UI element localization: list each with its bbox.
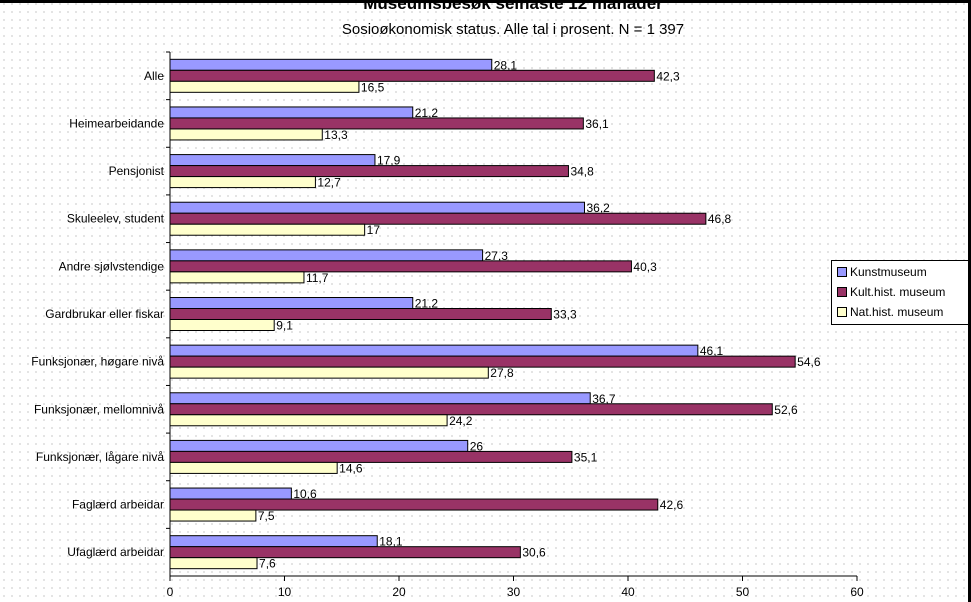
bar (169, 439, 469, 452)
x-tick-label: 0 (167, 585, 174, 599)
data-label: 21,2 (415, 297, 439, 311)
window-border (0, 0, 971, 3)
data-label: 9,1 (276, 319, 293, 333)
legend-label: Kunstmuseum (850, 265, 927, 279)
bar (169, 58, 493, 71)
data-label: 24,2 (449, 414, 473, 428)
bar (169, 509, 257, 522)
legend-item: Nat.hist. museum (837, 304, 943, 320)
legend-item: Kunstmuseum (837, 264, 927, 280)
data-label: 10,6 (293, 487, 317, 501)
legend: Kunstmuseum Kult.hist. museum Nat.hist. … (831, 260, 968, 325)
data-label: 46,1 (700, 344, 724, 358)
data-label: 52,6 (774, 403, 798, 417)
bar (169, 461, 338, 474)
bar (169, 201, 585, 214)
data-label: 28,1 (494, 58, 518, 72)
data-label: 26 (470, 439, 484, 453)
data-label: 36,1 (585, 117, 609, 131)
bar (169, 535, 378, 548)
bar (169, 392, 591, 405)
data-label: 17,9 (377, 154, 401, 168)
bar (169, 69, 655, 82)
category-label: Ufaglærd arbeidar (67, 545, 164, 559)
data-label: 27,8 (490, 366, 514, 380)
bar (169, 249, 484, 262)
bar (169, 212, 707, 225)
data-label: 42,6 (660, 498, 684, 512)
data-label: 42,3 (656, 69, 680, 83)
data-label: 30,6 (522, 546, 546, 560)
bar (169, 557, 258, 570)
data-label: 36,2 (586, 201, 610, 215)
x-tick-label: 20 (392, 585, 406, 599)
data-label: 11,7 (306, 271, 329, 285)
bar (169, 106, 414, 119)
category-label: Alle (144, 69, 164, 83)
x-tick-label: 30 (507, 585, 521, 599)
bar (169, 165, 569, 178)
bar (169, 498, 659, 511)
data-label: 13,3 (324, 128, 348, 142)
chart-subtitle: Sosioøkonomisk status. Alle tal i prosen… (341, 21, 685, 38)
category-label: Funksjonær, høgare nivå (31, 355, 164, 369)
x-tick-label: 40 (621, 585, 635, 599)
data-label: 46,8 (708, 212, 732, 226)
data-label: 14,6 (339, 461, 363, 475)
bar (169, 546, 521, 559)
bar (169, 271, 305, 284)
bar (169, 80, 360, 93)
bar (169, 297, 414, 309)
legend-label: Kult.hist. museum (850, 285, 946, 299)
data-label: 7,6 (259, 557, 276, 571)
bar (169, 450, 573, 463)
x-tick-label: 60 (850, 585, 864, 599)
data-label: 54,6 (797, 355, 821, 369)
bar (169, 176, 316, 189)
data-label: 21,2 (415, 106, 439, 120)
x-tick-label: 10 (278, 585, 292, 599)
category-label: Funksjonær, mellomnivå (34, 402, 164, 416)
data-label: 36,7 (592, 392, 616, 406)
data-label: 12,7 (317, 176, 341, 190)
category-label: Faglærd arbeidar (72, 498, 164, 512)
window-border (968, 0, 971, 602)
data-label: 40,3 (633, 260, 657, 274)
x-tick-label: 50 (736, 585, 750, 599)
bar (169, 355, 796, 368)
chart-title: Museumsbesøk seinaste 12 månader (363, 0, 663, 13)
bar (169, 487, 292, 500)
data-label: 7,5 (258, 509, 275, 523)
category-label: Funksjonær, lågare nivå (36, 450, 164, 464)
legend-swatch (837, 307, 847, 317)
category-label: Pensjonist (109, 164, 165, 178)
data-label: 16,5 (361, 80, 385, 94)
bar (169, 366, 489, 379)
legend-swatch (837, 287, 847, 297)
bar (169, 344, 699, 357)
category-label: Gardbrukar eller fiskar (45, 307, 164, 321)
data-label: 17 (367, 223, 381, 237)
data-label: 34,8 (570, 165, 594, 179)
bar (169, 260, 632, 273)
legend-label: Nat.hist. museum (850, 305, 944, 319)
data-label: 18,1 (379, 535, 403, 549)
data-label: 33,3 (553, 308, 577, 322)
category-label: Heimearbeidande (69, 116, 164, 130)
data-label: 27,3 (485, 249, 509, 263)
category-label: Andre sjølvstendige (59, 259, 165, 273)
bar (169, 128, 323, 141)
category-label: Skuleelev, student (67, 212, 165, 226)
bar (169, 414, 448, 427)
bar (169, 223, 366, 236)
bar (169, 319, 275, 331)
bar (169, 308, 552, 320)
data-label: 35,1 (574, 450, 598, 464)
bar (169, 154, 376, 167)
bar (169, 117, 584, 130)
legend-item: Kult.hist. museum (837, 284, 945, 300)
legend-swatch (837, 267, 847, 277)
